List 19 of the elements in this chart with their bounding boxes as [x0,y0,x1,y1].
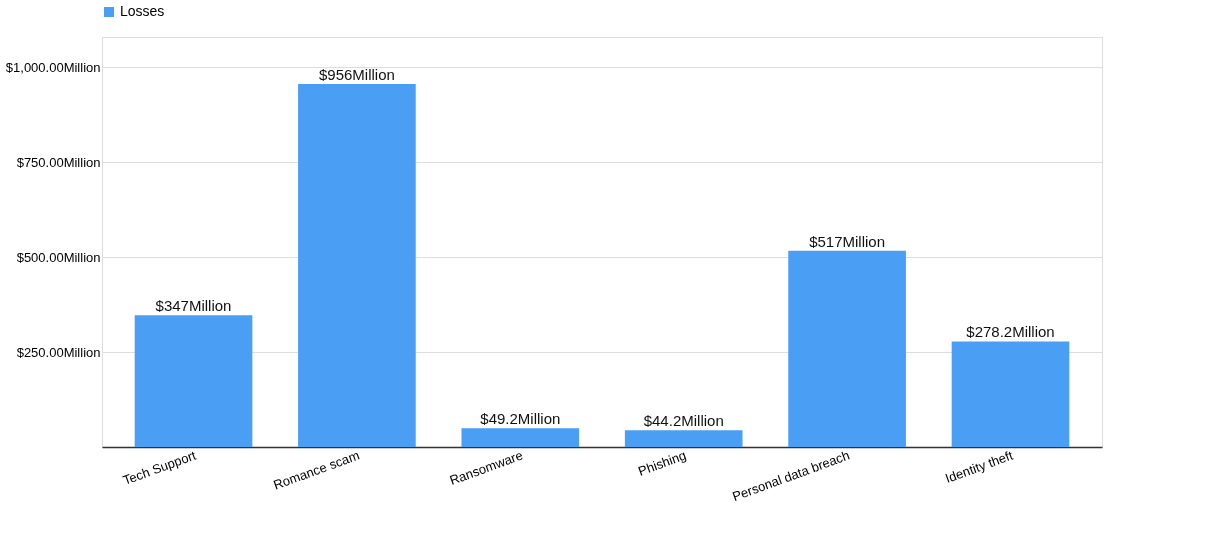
data-label: $49.2Million [480,410,561,428]
data-label: $44.2Million [643,412,724,430]
y-tick-label: $750.00Million [16,154,101,170]
data-label: $347Million [155,297,232,315]
bar [788,250,906,447]
y-tick-label: $500.00Million [16,249,101,265]
bar [134,315,253,447]
data-label: $956Million [318,66,395,84]
bar [298,84,416,447]
bar [951,341,1070,447]
bar [624,430,743,447]
data-label: $517Million [809,232,886,250]
x-tick-label: Identity theft [943,447,1016,486]
y-tick-label: $1,000.00Million [5,59,101,75]
data-label: $278.2Million [966,323,1055,341]
y-tick-label: $250.00Million [16,344,101,360]
legend-label: Losses [120,3,165,19]
x-tick-label: Tech Support [120,447,199,488]
bar [461,428,580,447]
